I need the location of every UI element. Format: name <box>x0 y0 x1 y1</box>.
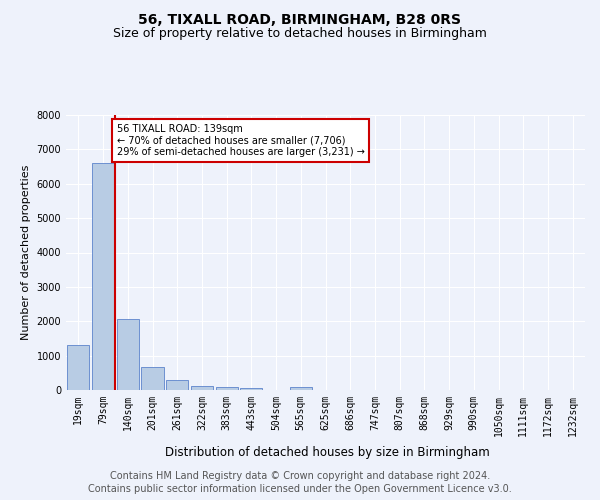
Bar <box>92 163 114 390</box>
Bar <box>240 388 262 390</box>
Text: 56 TIXALL ROAD: 139sqm
← 70% of detached houses are smaller (7,706)
29% of semi-: 56 TIXALL ROAD: 139sqm ← 70% of detached… <box>116 124 365 157</box>
Text: Distribution of detached houses by size in Birmingham: Distribution of detached houses by size … <box>164 446 490 459</box>
Text: 56, TIXALL ROAD, BIRMINGHAM, B28 0RS: 56, TIXALL ROAD, BIRMINGHAM, B28 0RS <box>139 12 461 26</box>
Y-axis label: Number of detached properties: Number of detached properties <box>21 165 31 340</box>
Bar <box>290 386 312 390</box>
Bar <box>166 380 188 390</box>
Bar <box>215 387 238 390</box>
Bar <box>116 319 139 390</box>
Text: Contains HM Land Registry data © Crown copyright and database right 2024.: Contains HM Land Registry data © Crown c… <box>110 471 490 481</box>
Text: Size of property relative to detached houses in Birmingham: Size of property relative to detached ho… <box>113 28 487 40</box>
Bar <box>142 366 164 390</box>
Bar <box>191 386 213 390</box>
Text: Contains public sector information licensed under the Open Government Licence v3: Contains public sector information licen… <box>88 484 512 494</box>
Bar <box>67 346 89 390</box>
